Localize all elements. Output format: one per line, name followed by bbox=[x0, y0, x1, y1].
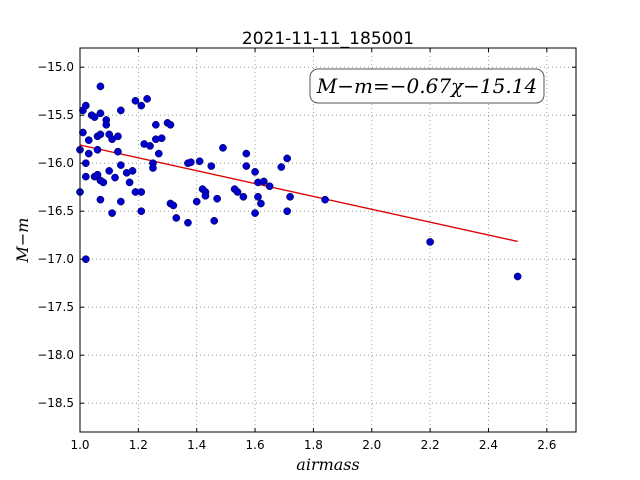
x-tick-label: 2.4 bbox=[479, 438, 498, 452]
data-point bbox=[128, 167, 137, 175]
data-point bbox=[242, 162, 251, 170]
data-point bbox=[96, 82, 105, 91]
y-axis-ticks: −15.0 −15.5 −16.0 −16.5 −17.0 −17.5 −18.0 −18.5 bbox=[37, 60, 576, 410]
x-tick-label: 1.2 bbox=[129, 438, 148, 452]
data-point bbox=[152, 120, 160, 129]
data-point bbox=[283, 154, 292, 163]
y-tick-label: −15.5 bbox=[37, 108, 74, 122]
data-point bbox=[286, 192, 294, 201]
data-point bbox=[166, 120, 175, 129]
data-point bbox=[154, 149, 163, 158]
data-point bbox=[251, 209, 259, 217]
data-point bbox=[233, 188, 242, 196]
data-point bbox=[426, 238, 434, 246]
data-point bbox=[84, 136, 93, 145]
data-point bbox=[137, 101, 146, 110]
plot-frame bbox=[79, 47, 577, 433]
x-tick-label: 1.4 bbox=[187, 438, 206, 452]
data-point bbox=[283, 207, 292, 216]
data-point bbox=[137, 207, 146, 216]
data-point bbox=[116, 197, 125, 206]
y-tick-label: −18.0 bbox=[37, 348, 74, 362]
data-point bbox=[79, 128, 87, 137]
data-point bbox=[116, 161, 125, 169]
data-point bbox=[321, 195, 329, 204]
x-axis-label: airmass bbox=[296, 455, 359, 474]
y-tick-label: −15.0 bbox=[37, 60, 74, 74]
y-tick-label: −18.5 bbox=[37, 396, 74, 410]
data-points bbox=[76, 82, 522, 281]
data-point bbox=[99, 178, 108, 187]
data-point bbox=[111, 173, 119, 182]
y-tick-label: −17.5 bbox=[37, 300, 74, 314]
data-point bbox=[102, 120, 111, 129]
annotation-box bbox=[309, 68, 545, 104]
x-tick-label: 2.0 bbox=[362, 438, 381, 452]
data-point bbox=[157, 134, 166, 143]
grid-lines bbox=[79, 48, 576, 432]
data-point bbox=[105, 167, 114, 175]
data-point bbox=[239, 192, 248, 201]
y-tick-label: −17.0 bbox=[37, 252, 74, 266]
data-point bbox=[201, 191, 210, 200]
y-tick-label: −16.0 bbox=[37, 156, 74, 170]
data-point bbox=[149, 164, 157, 172]
data-point bbox=[213, 194, 221, 203]
data-point bbox=[207, 162, 216, 170]
data-point bbox=[116, 106, 125, 115]
data-point bbox=[254, 192, 262, 201]
x-axis-ticks: 1.0 1.2 1.4 1.6 1.8 2.0 2.2 2.4 2.6 bbox=[70, 48, 556, 452]
data-point bbox=[259, 177, 268, 186]
data-point bbox=[192, 197, 201, 206]
data-point bbox=[81, 172, 90, 181]
x-tick-label: 2.6 bbox=[537, 438, 556, 452]
data-point bbox=[513, 272, 522, 281]
data-point bbox=[108, 209, 116, 217]
data-point bbox=[265, 182, 274, 191]
data-point bbox=[114, 147, 122, 156]
fit-equation-annotation: M−m=−0.67χ−15.14 bbox=[316, 74, 537, 98]
data-point bbox=[137, 188, 146, 196]
data-point bbox=[169, 201, 178, 210]
data-point bbox=[195, 157, 204, 166]
data-point bbox=[81, 101, 90, 110]
data-point bbox=[93, 145, 102, 154]
x-tick-label: 1.8 bbox=[304, 438, 323, 452]
data-point bbox=[257, 199, 265, 208]
data-point bbox=[187, 158, 195, 167]
data-point bbox=[184, 218, 192, 227]
x-tick-label: 2.2 bbox=[421, 438, 440, 452]
data-point bbox=[96, 109, 105, 118]
data-point bbox=[96, 195, 105, 204]
data-point bbox=[143, 95, 151, 103]
chart-title: 2021-11-11_185001 bbox=[242, 29, 414, 49]
data-point bbox=[125, 178, 134, 187]
data-point bbox=[219, 143, 227, 152]
data-point bbox=[96, 130, 105, 139]
data-point bbox=[146, 142, 154, 150]
data-point bbox=[242, 149, 251, 158]
y-tick-label: −16.5 bbox=[37, 204, 74, 218]
x-tick-label: 1.6 bbox=[246, 438, 265, 452]
data-point bbox=[84, 149, 93, 158]
data-point bbox=[210, 216, 219, 225]
data-point bbox=[90, 113, 99, 121]
data-point bbox=[131, 96, 140, 105]
data-point bbox=[172, 214, 181, 222]
data-point bbox=[114, 132, 122, 141]
x-tick-label: 1.0 bbox=[70, 438, 89, 452]
data-point bbox=[251, 167, 259, 176]
data-point bbox=[277, 163, 286, 171]
y-axis-label: M−m bbox=[13, 218, 32, 264]
